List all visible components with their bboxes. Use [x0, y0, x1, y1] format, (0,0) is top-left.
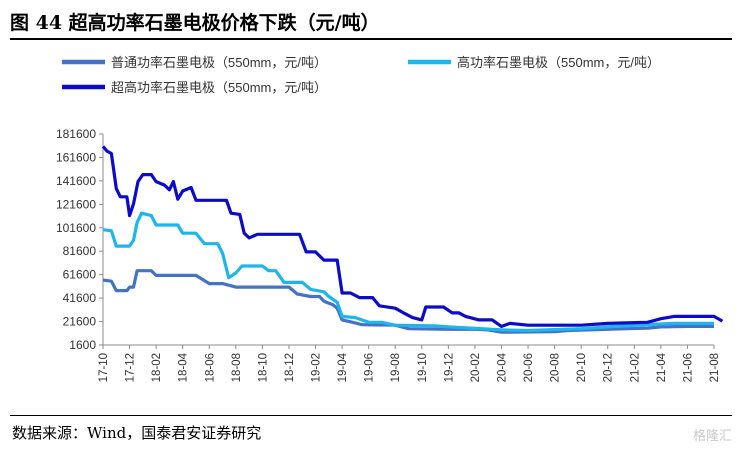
x-axis-ticks: 17-10 17-12 18-02 18-04 18-06 18-08 18-10 18-12… — [98, 345, 721, 382]
x-tick-label: 18-08 — [231, 353, 243, 382]
figure-title: 图 44 超高功率石墨电极价格下跌（元/吨） — [10, 12, 380, 34]
x-tick-label: 20-04 — [496, 352, 508, 382]
x-tick-label: 19-02 — [311, 353, 323, 382]
y-tick-label: 81600 — [63, 244, 97, 258]
figure-header: 图 44 超高功率石墨电极价格下跌（元/吨） — [0, 0, 742, 40]
series-line-1 — [102, 269, 714, 334]
x-tick-label: 18-12 — [284, 353, 296, 382]
x-tick-label: 20-10 — [576, 353, 588, 382]
chart-axes — [102, 134, 714, 346]
legend-label-1: 普通功率石墨电极（550mm，元/吨） — [111, 55, 327, 70]
y-tick-label: 141600 — [56, 174, 96, 188]
footer-rule — [10, 415, 732, 416]
legend-label-2: 高功率石墨电极（550mm，元/吨） — [457, 55, 660, 70]
x-tick-label: 18-02 — [151, 353, 163, 382]
x-tick-label: 19-12 — [443, 353, 455, 382]
source-note: 数据来源：Wind，国泰君安证券研究 — [12, 424, 262, 442]
y-tick-label: 101600 — [56, 221, 96, 235]
y-tick-label: 161600 — [56, 150, 96, 164]
y-tick-label: 61600 — [63, 268, 97, 282]
x-tick-label: 20-02 — [470, 353, 482, 382]
y-tick-label: 1600 — [69, 338, 96, 352]
y-axis-ticks: 1600 21600 41600 61600 81600 101600 121600 1416… — [56, 127, 103, 352]
x-tick-label: 21-06 — [682, 353, 694, 382]
y-tick-label: 121600 — [56, 197, 96, 211]
y-tick-label: 181600 — [56, 127, 96, 141]
watermark-text: 格隆汇 — [692, 429, 732, 444]
x-tick-label: 19-08 — [390, 353, 402, 382]
series-lines — [101, 145, 724, 334]
x-tick-label: 19-06 — [364, 353, 376, 382]
title-rule — [10, 38, 732, 40]
x-tick-label: 18-10 — [257, 353, 269, 382]
x-tick-label: 20-12 — [603, 353, 615, 382]
x-tick-label: 21-08 — [709, 353, 721, 382]
x-tick-label: 17-12 — [125, 353, 137, 382]
x-tick-label: 20-06 — [523, 353, 535, 382]
legend-label-3: 超高功率石墨电极（550mm，元/吨） — [111, 80, 327, 95]
x-tick-label: 21-04 — [656, 352, 668, 382]
x-tick-label: 17-10 — [98, 353, 110, 382]
x-tick-label: 18-06 — [204, 353, 216, 382]
series-line-3 — [101, 145, 724, 328]
y-tick-label: 41600 — [63, 291, 97, 305]
y-tick-label: 21600 — [63, 315, 97, 329]
chart-legend: 普通功率石墨电极（550mm，元/吨） 高功率石墨电极（550mm，元/吨） 超高功… — [62, 55, 660, 95]
x-tick-label: 19-04 — [337, 352, 349, 382]
x-tick-label: 18-04 — [178, 352, 190, 382]
series-line-2 — [102, 211, 714, 333]
x-tick-label: 20-08 — [550, 353, 562, 382]
price-line-chart: 普通功率石墨电极（550mm，元/吨） 高功率石墨电极（550mm，元/吨） 超高功… — [56, 55, 724, 382]
x-tick-label: 19-10 — [417, 353, 429, 382]
x-tick-label: 21-02 — [629, 353, 641, 382]
